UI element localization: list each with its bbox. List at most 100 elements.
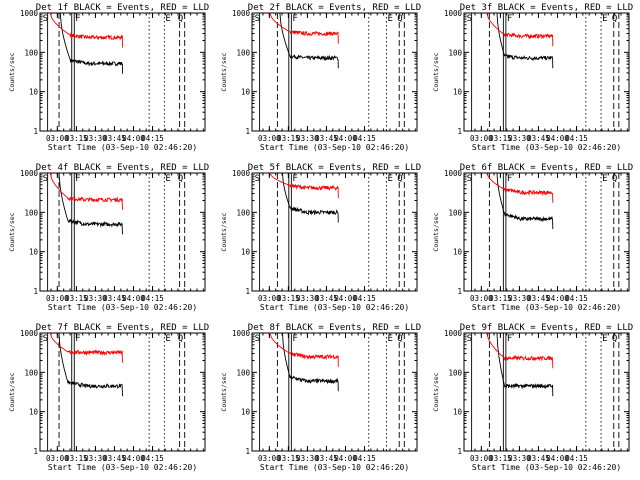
chart-title: Det 5f BLACK = Events, RED = LLD	[248, 163, 421, 173]
x-tick-label: 04:00	[546, 294, 569, 303]
marker-label-Q: Q	[397, 334, 402, 344]
y-tick-label: 1	[457, 287, 462, 296]
y-tick-label: 1	[33, 287, 38, 296]
y-tick-label: 10	[453, 408, 463, 417]
x-tick-label: 04:15	[141, 454, 164, 463]
x-tick-label: 03:45	[103, 134, 126, 143]
x-axis-label: Start Time (03-Sep-10 02:46:20)	[48, 303, 197, 312]
x-tick-label: 04:00	[122, 454, 145, 463]
x-tick-label: 03:30	[296, 294, 319, 303]
y-tick-label: 1	[457, 447, 462, 456]
x-tick-label: 03:45	[103, 454, 126, 463]
y-tick-label: 1000	[20, 329, 39, 338]
marker-label-F: F	[507, 334, 512, 344]
x-tick-label: 03:15	[65, 454, 88, 463]
events-series-line	[279, 12, 339, 69]
marker-label-S: S	[467, 334, 472, 344]
plot-frame	[251, 172, 418, 292]
y-axis-label: Counts/sec	[432, 372, 440, 411]
chart-title: Det 8f BLACK = Events, RED = LLD	[248, 323, 421, 333]
x-tick-label: 03:15	[277, 454, 300, 463]
chart-panel-1: Det 1f BLACK = Events, RED = LLD 1 10 100 10…	[8, 3, 209, 152]
marker-label-F: F	[292, 174, 297, 184]
x-tick-label: 03:00	[258, 294, 281, 303]
x-tick-label: 04:00	[546, 134, 569, 143]
marker-label-F: F	[292, 14, 297, 24]
marker-label-F: F	[507, 14, 512, 24]
events-series-line	[58, 172, 123, 235]
marker-label-E: E	[165, 334, 170, 344]
y-tick-label: 100	[24, 208, 38, 217]
x-tick-label: 03:15	[489, 294, 512, 303]
y-tick-label: 100	[24, 368, 38, 377]
marker-label-Q: Q	[612, 14, 617, 24]
x-tick-label: 03:15	[277, 134, 300, 143]
x-tick-label: 04:00	[334, 454, 357, 463]
chart-title: Det 1f BLACK = Events, RED = LLD	[36, 3, 209, 13]
x-axis-label: Start Time (03-Sep-10 02:46:20)	[472, 143, 621, 152]
lld-series-line	[269, 332, 339, 367]
x-tick-label: 03:00	[470, 294, 493, 303]
x-tick-label: 03:30	[508, 454, 531, 463]
y-tick-label: 100	[236, 208, 250, 217]
chart-title: Det 7f BLACK = Events, RED = LLD	[36, 323, 209, 333]
chart-panel-3: Det 3f BLACK = Events, RED = LLD 1 10 100 10…	[432, 3, 633, 152]
y-tick-label: 1	[245, 287, 250, 296]
marker-label-Q: Q	[612, 334, 617, 344]
x-axis-label: Start Time (03-Sep-10 02:46:20)	[260, 143, 409, 152]
y-tick-label: 10	[29, 408, 39, 417]
marker-label-S: S	[43, 334, 48, 344]
plot-frame	[251, 12, 418, 132]
chart-panel-8: Det 8f BLACK = Events, RED = LLD 1 10 100 10…	[220, 323, 421, 472]
x-tick-label: 03:30	[84, 294, 107, 303]
x-tick-label: 03:15	[277, 294, 300, 303]
x-tick-label: 03:30	[296, 134, 319, 143]
marker-label-S: S	[43, 14, 48, 24]
marker-label-E: E	[602, 174, 607, 184]
chart-panel-2: Det 2f BLACK = Events, RED = LLD 1 10 100 10…	[220, 3, 421, 152]
marker-label-E: E	[165, 14, 170, 24]
lld-series-line	[269, 12, 339, 44]
plot-frame	[463, 12, 630, 132]
plot-frame	[251, 332, 418, 452]
y-tick-label: 100	[236, 48, 250, 57]
x-tick-label: 04:00	[334, 134, 357, 143]
x-tick-label: 04:15	[565, 454, 588, 463]
marker-label-Q: Q	[178, 14, 183, 24]
y-tick-label: 1	[33, 447, 38, 456]
x-tick-label: 03:45	[527, 134, 550, 143]
y-axis-label: Counts/sec	[220, 372, 228, 411]
x-tick-label: 03:00	[46, 134, 69, 143]
x-tick-label: 03:15	[65, 294, 88, 303]
marker-label-S: S	[43, 174, 48, 184]
events-series-line	[496, 12, 554, 69]
y-tick-label: 100	[448, 48, 462, 57]
marker-label-Q: Q	[612, 174, 617, 184]
x-tick-label: 03:15	[65, 134, 88, 143]
x-tick-label: 03:45	[315, 294, 338, 303]
x-tick-label: 03:30	[84, 454, 107, 463]
y-tick-label: 1000	[444, 9, 463, 18]
marker-label-F: F	[507, 174, 512, 184]
events-series-line	[282, 332, 339, 392]
x-axis-label: Start Time (03-Sep-10 02:46:20)	[260, 463, 409, 472]
x-tick-label: 03:00	[470, 134, 493, 143]
marker-label-F: F	[75, 334, 80, 344]
plot-frame	[463, 172, 630, 292]
marker-label-E: E	[388, 334, 393, 344]
chart-panel-4: Det 4f BLACK = Events, RED = LLD 1 10 100 10…	[8, 163, 209, 312]
chart-title: Det 9f BLACK = Events, RED = LLD	[460, 323, 633, 333]
x-tick-label: 03:15	[489, 454, 512, 463]
y-axis-label: Counts/sec	[8, 372, 16, 411]
marker-label-F: F	[75, 14, 80, 24]
y-axis-label: Counts/sec	[432, 52, 440, 91]
x-tick-label: 03:00	[46, 294, 69, 303]
y-axis-label: Counts/sec	[220, 52, 228, 91]
lld-series-line	[486, 332, 554, 369]
y-axis-label: Counts/sec	[8, 212, 16, 251]
events-series-line	[282, 172, 339, 223]
y-tick-label: 100	[448, 368, 462, 377]
lld-series-line	[269, 172, 339, 199]
x-tick-label: 03:45	[103, 294, 126, 303]
